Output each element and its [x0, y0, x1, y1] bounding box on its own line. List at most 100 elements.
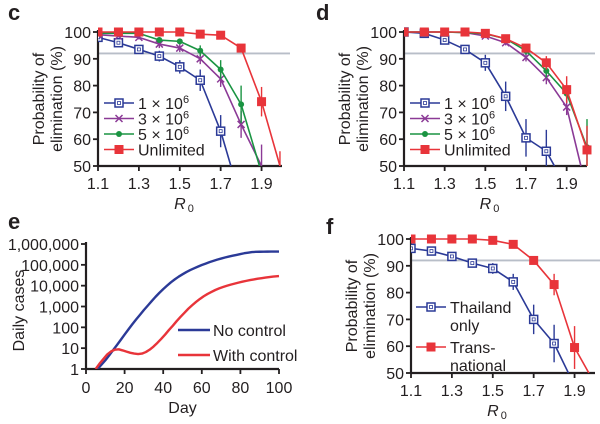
marker-open-square — [447, 251, 457, 262]
legend-label-base: 1 × 10 — [444, 96, 489, 113]
x-tick-label: 0 — [82, 380, 91, 397]
marker-x — [237, 120, 246, 129]
marker-open-square — [549, 338, 559, 349]
marker-inner — [429, 305, 433, 309]
marker-inner — [177, 64, 182, 69]
y-axis-label-line1: Probability of — [344, 259, 361, 352]
legend-label-base: 3 × 10 — [138, 112, 183, 129]
marker-dot — [543, 67, 550, 74]
marker-open-square — [439, 35, 450, 45]
series-thailand-only — [411, 243, 570, 373]
marker-dot — [156, 37, 163, 44]
marker-filled-square — [420, 145, 430, 154]
x-tick-label: 1.3 — [441, 383, 463, 400]
marker-inner — [429, 249, 434, 253]
marker-x — [114, 114, 124, 123]
series-unlimited — [404, 27, 592, 166]
x-tick-label: 1.9 — [563, 383, 585, 400]
marker-dot — [238, 101, 245, 108]
marker-filled-square — [549, 280, 559, 290]
x-axis-label-main: R — [480, 196, 492, 213]
marker-open-square — [541, 146, 552, 157]
x-tick-label: 80 — [232, 380, 250, 397]
legend-label-base: 3 × 10 — [444, 112, 489, 129]
marker-x — [175, 44, 184, 53]
marker-filled-square — [541, 58, 551, 68]
x-tick-label: 1.1 — [400, 383, 422, 400]
marker-inner — [136, 47, 141, 52]
marker-open-square — [528, 314, 539, 325]
y-tick-label: 50 — [73, 159, 91, 176]
y-tick-label: 70 — [386, 312, 404, 329]
marker-filled-square — [195, 29, 205, 39]
legend-label: 3 × 106 — [444, 110, 495, 129]
marker-filled-square — [460, 27, 470, 37]
marker-x — [521, 53, 531, 62]
x-tick-label: 1.9 — [556, 176, 578, 193]
x-tick-label: 1.5 — [169, 176, 191, 193]
y-tick-label: 50 — [386, 366, 404, 383]
marker-inner — [442, 38, 447, 42]
x-tick-label: 40 — [154, 380, 172, 397]
marker-inner — [552, 341, 557, 346]
marker-inner — [117, 101, 121, 105]
legend-label-base: 5 × 10 — [138, 127, 183, 144]
marker-open-square — [154, 51, 165, 61]
x-axis-label-sub: 0 — [493, 203, 499, 215]
marker-open-square — [488, 263, 498, 274]
series-line — [96, 250, 280, 369]
x-tick-label: 1.5 — [474, 176, 496, 193]
series-unlimited — [98, 27, 281, 166]
y-tick-label: 80 — [73, 79, 91, 96]
marker-inner — [218, 129, 223, 134]
legend-label: 5 × 106 — [444, 125, 495, 144]
marker-open-square — [426, 302, 436, 312]
marker-inner — [511, 279, 516, 284]
y-tick-label: 70 — [73, 105, 91, 122]
marker-open-square — [175, 62, 185, 72]
x-tick-label: 1.3 — [434, 176, 456, 193]
series-line — [98, 31, 281, 166]
x-tick-label: 1.7 — [210, 176, 232, 193]
y-tick-label: 100 — [370, 25, 397, 42]
y-tick-label: 1 — [70, 362, 79, 379]
panel-letter: c — [8, 0, 20, 25]
legend-label: No control — [213, 323, 286, 340]
y-axis-label-line1: Probability of — [31, 52, 48, 145]
y-tick-label: 90 — [73, 52, 91, 69]
marker-filled-square — [582, 145, 592, 155]
x-tick-label: 1.5 — [482, 383, 504, 400]
marker-x — [562, 103, 571, 112]
marker-inner — [116, 40, 121, 45]
legend-label: With control — [213, 348, 297, 365]
marker-filled-square — [216, 30, 226, 40]
marker-x — [196, 54, 205, 63]
series-line — [94, 274, 280, 369]
marker-filled-square — [98, 27, 103, 37]
y-tick-label: 10,000 — [30, 279, 79, 296]
panel-e: e 1 10 100 1,000 10,000 100,000 1,000,000 0 20 40 6… — [8, 209, 298, 417]
marker-dot — [422, 131, 428, 137]
marker-filled-square — [236, 43, 246, 53]
marker-open-square — [420, 98, 430, 108]
x-tick-label: 1.1 — [393, 176, 415, 193]
marker-filled-square — [113, 27, 123, 37]
legend-label: 1 × 106 — [138, 94, 189, 113]
marker-open-square — [215, 126, 226, 136]
y-tick-label: 1,000,000 — [8, 237, 79, 254]
legend-label-line1: Thailand — [450, 300, 511, 317]
x-tick-label: 1.7 — [515, 176, 537, 193]
marker-inner — [463, 47, 467, 52]
panel-letter: d — [316, 0, 329, 25]
marker-inner — [524, 135, 528, 140]
marker-open-square — [460, 44, 470, 55]
marker-open-square — [480, 58, 491, 68]
y-tick-label: 60 — [73, 132, 91, 149]
y-tick-label: 100 — [52, 320, 79, 337]
legend-label-exponent: 6 — [183, 110, 189, 122]
